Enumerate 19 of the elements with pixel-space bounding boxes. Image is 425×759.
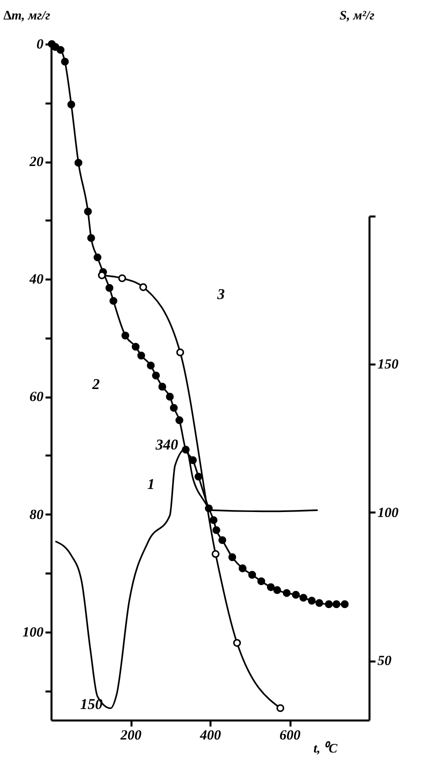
annotation: 2 bbox=[91, 377, 100, 393]
y-tick-label: 40 bbox=[28, 272, 44, 288]
y2-tick-label: 150 bbox=[378, 358, 398, 373]
y-tick-label: 80 bbox=[30, 508, 44, 523]
x-tick-label: 400 bbox=[199, 728, 221, 744]
y2-tick-label: 100 bbox=[378, 506, 398, 521]
y2-axis-title: S, м²/г bbox=[340, 8, 375, 22]
x-tick-label: 200 bbox=[120, 728, 142, 744]
x-axis-title: t, ⁰C bbox=[314, 740, 338, 756]
y-tick-label: 100 bbox=[22, 625, 44, 640]
y2-tick-label: 50 bbox=[378, 654, 392, 670]
y-tick-label: 0 bbox=[36, 38, 44, 52]
y-tick-label: 20 bbox=[28, 155, 44, 170]
annotation: 340 bbox=[154, 437, 179, 454]
x-tick-label: 600 bbox=[280, 728, 300, 744]
annotation: 1 bbox=[147, 477, 155, 493]
y-axis-title: ∆m, мг/г bbox=[4, 8, 50, 22]
annotation: 3 bbox=[216, 287, 226, 303]
y-tick-label: 60 bbox=[30, 390, 44, 406]
